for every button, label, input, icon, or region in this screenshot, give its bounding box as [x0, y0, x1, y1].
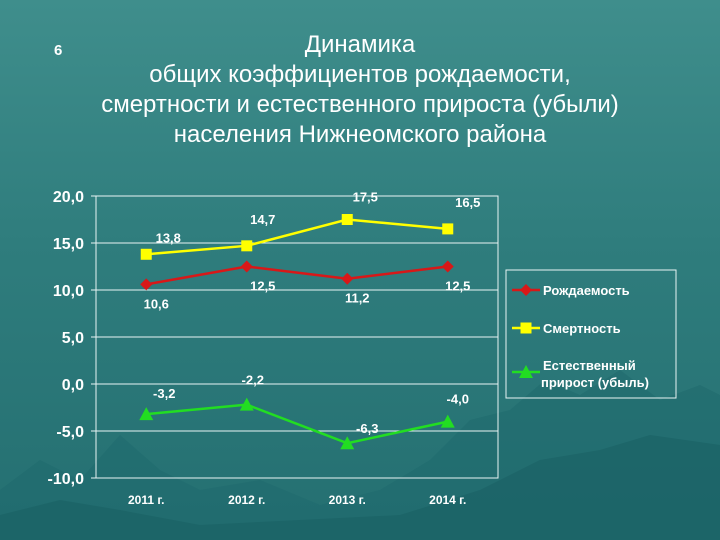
data-point: [341, 214, 353, 225]
title-line: общих коэффициентов рождаемости,: [149, 61, 571, 88]
data-label: 12,5: [445, 279, 470, 294]
x-tick-label: 2014 г.: [429, 493, 466, 507]
legend-marker: [520, 322, 532, 334]
y-tick-label: 20,0: [53, 189, 84, 206]
title-line: смертности и естественного прироста (убы…: [101, 91, 619, 118]
legend-label: Рождаемость: [543, 283, 630, 298]
series-line: [146, 265, 448, 286]
data-label: -6,3: [356, 421, 378, 436]
title-line: Динамика: [304, 31, 416, 58]
data-label: 14,7: [250, 212, 275, 227]
data-point: [140, 248, 152, 260]
slide-number: 6: [54, 42, 63, 59]
data-label: 12,5: [250, 279, 275, 294]
data-point: [441, 260, 454, 273]
data-label: -4,0: [447, 392, 469, 407]
legend-label: Смертность: [543, 321, 621, 336]
data-point: [240, 260, 253, 273]
data-point: [239, 397, 254, 411]
data-label: 16,5: [455, 195, 480, 210]
data-point: [241, 240, 253, 252]
x-tick-label: 2011 г.: [128, 493, 165, 507]
data-point: [140, 278, 153, 291]
data-label: 13,8: [156, 230, 181, 245]
data-point: [341, 272, 354, 285]
data-point: [442, 223, 454, 235]
data-label: 17,5: [353, 190, 378, 205]
legend-label: Естественный: [543, 358, 636, 373]
x-tick-label: 2013 г.: [329, 493, 366, 507]
y-tick-label: 15,0: [53, 236, 84, 253]
data-label: 11,2: [345, 291, 370, 306]
data-label: 10,6: [144, 296, 169, 311]
y-tick-label: -10,0: [48, 471, 85, 488]
x-tick-label: 2012 г.: [228, 493, 265, 507]
data-label: -2,2: [242, 373, 264, 388]
legend-box: [505, 269, 677, 399]
data-label: -3,2: [153, 386, 175, 401]
data-point: [340, 436, 355, 450]
legend-marker: [520, 284, 532, 296]
data-point: [139, 407, 154, 421]
legend-marker: [519, 365, 533, 378]
series-line: [146, 403, 449, 445]
y-tick-label: 10,0: [53, 283, 84, 300]
mountain-background: [0, 370, 720, 540]
y-tick-label: 5,0: [62, 330, 84, 347]
series-line: [146, 218, 448, 256]
legend-label: прирост (убыль): [541, 375, 649, 390]
y-tick-label: -5,0: [56, 424, 84, 441]
y-tick-label: 0,0: [62, 377, 84, 394]
title-line: населения Нижнеомского района: [173, 121, 547, 148]
slide-title: Динамика общих коэффициентов рождаемости…: [30, 30, 690, 150]
data-point: [440, 414, 455, 428]
